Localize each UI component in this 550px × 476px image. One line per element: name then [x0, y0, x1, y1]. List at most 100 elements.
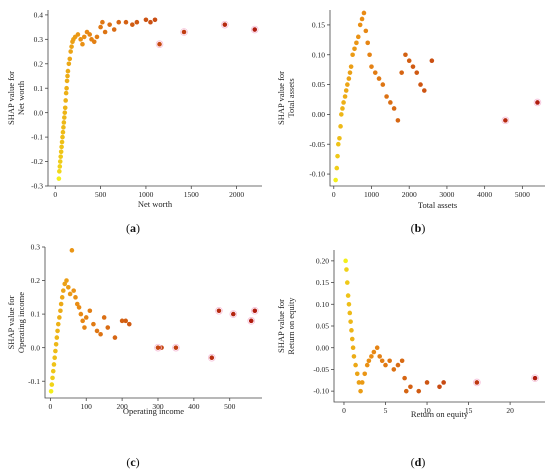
- scatter-point: [391, 106, 397, 111]
- scatter-point: [376, 76, 382, 81]
- scatter-point: [351, 354, 357, 359]
- scatter-point: [346, 301, 352, 307]
- scatter-point: [62, 110, 68, 115]
- scatter-point: [53, 348, 58, 354]
- panel-letter: (a): [126, 221, 140, 235]
- scatter-point: [152, 17, 158, 23]
- y-tick-label: 0.10: [312, 50, 325, 59]
- scatter-point: [391, 367, 397, 372]
- scatter-point: [60, 134, 65, 140]
- scatter-point: [49, 382, 55, 387]
- scatter-point: [101, 315, 107, 320]
- x-tick-label: 100: [81, 402, 93, 411]
- panel-letter: (b): [411, 221, 426, 235]
- scatter-point: [424, 380, 430, 385]
- scatter-point: [63, 90, 69, 96]
- scatter-point: [339, 112, 344, 117]
- scatter-point: [402, 375, 407, 381]
- scatter-point: [359, 16, 365, 22]
- scatter-point: [350, 52, 355, 58]
- x-tick-label: 0: [332, 190, 336, 199]
- scatter-point: [60, 129, 66, 135]
- scatter-point: [58, 301, 64, 307]
- axis-lines: [329, 10, 545, 187]
- panel-a-net-worth: -0.3 -0.2 -0.1 0.0 0.1 0.2 0.3 0.4 0 500 1000 1500 2…: [6, 10, 262, 235]
- scatter-point: [57, 164, 63, 169]
- scatter-point: [222, 22, 228, 27]
- scatter-point: [59, 139, 65, 145]
- scatter-point: [371, 349, 377, 355]
- scatter-point: [155, 345, 161, 350]
- scatter-point: [252, 308, 258, 314]
- scatter-point: [416, 388, 422, 394]
- scatter-point: [418, 82, 423, 87]
- scatter-point: [57, 159, 63, 164]
- x-tick-label: 0: [49, 402, 53, 411]
- scatter-point: [383, 362, 388, 368]
- scatter-point: [343, 258, 348, 264]
- scatter-point: [78, 311, 84, 317]
- axis-lines: [333, 250, 545, 403]
- scatter-point: [53, 342, 59, 347]
- outlier-marker: [154, 343, 162, 352]
- outlier-marker: [180, 28, 188, 36]
- scatter-point: [63, 98, 68, 103]
- scatter-point: [80, 318, 85, 324]
- y-axis-label: SHAP value for: [276, 71, 286, 125]
- x-tick-label: 300: [152, 402, 164, 411]
- scatter-point: [333, 177, 338, 183]
- scatter-point: [64, 78, 70, 84]
- x-tick-label: 1000: [364, 190, 379, 199]
- scatter-point: [334, 165, 340, 171]
- y-axis-label: SHAP value for: [276, 299, 286, 353]
- scatter-point: [94, 34, 100, 40]
- scatter-point: [387, 358, 392, 364]
- outlier-marker: [215, 306, 223, 315]
- scatter-point: [102, 29, 108, 35]
- scatter-point: [48, 388, 54, 394]
- outlier-marker: [207, 353, 216, 362]
- scatter-point: [65, 73, 70, 79]
- outlier-marker: [172, 343, 180, 352]
- y-tick-label: -0.3: [31, 182, 43, 191]
- x-tick-label: 2000: [402, 190, 417, 199]
- axis-lines: [44, 247, 262, 399]
- x-tick-label: 2000: [229, 190, 244, 199]
- scatter-point: [181, 29, 187, 35]
- panel-c-operating-income: -0.1 0.0 0.1 0.2 0.3 0 100 200 300 400 500 Operatin…: [6, 243, 262, 469]
- scatter-point: [366, 358, 372, 364]
- scatter-point: [58, 308, 63, 314]
- x-tick-label: 3000: [439, 190, 454, 199]
- scatter-point: [342, 94, 348, 99]
- scatter-point: [341, 100, 346, 105]
- scatter-point: [94, 328, 100, 334]
- x-tick-label: 5: [384, 406, 388, 415]
- panel-d-return-on-equity: -0.10 -0.05 0.00 0.05 0.10 0.15 0.20 0 5 10 15 20 Re…: [276, 250, 545, 469]
- outlier-marker: [473, 378, 481, 387]
- x-axis-label: Total assets: [418, 200, 457, 210]
- x-tick-label: 200: [116, 402, 128, 411]
- scatter-point: [58, 149, 64, 155]
- scatter-point: [380, 82, 386, 87]
- y-axis-label: Total assets: [286, 78, 296, 117]
- scatter-point: [361, 10, 367, 16]
- scatter-point: [503, 118, 508, 123]
- x-tick-label: 1500: [184, 190, 199, 199]
- x-tick-label: 0: [342, 406, 346, 415]
- y-tick-label: -0.05: [309, 140, 325, 149]
- y-axis-label: Net worth: [16, 80, 26, 115]
- scatter-point: [62, 115, 67, 120]
- axis-lines: [47, 10, 262, 187]
- scatter-point: [347, 70, 353, 75]
- scatter-point: [67, 291, 73, 297]
- y-tick-label: 0.00: [316, 343, 329, 352]
- scatter-point: [352, 46, 357, 52]
- y-tick-label: -0.10: [313, 387, 329, 396]
- y-tick-label: 0.15: [312, 21, 325, 30]
- y-tick-label: 0.20: [316, 256, 329, 265]
- scatter-point: [441, 380, 446, 385]
- scatter-point: [66, 284, 71, 290]
- scatter-point: [56, 176, 62, 181]
- scatter-point: [209, 355, 215, 361]
